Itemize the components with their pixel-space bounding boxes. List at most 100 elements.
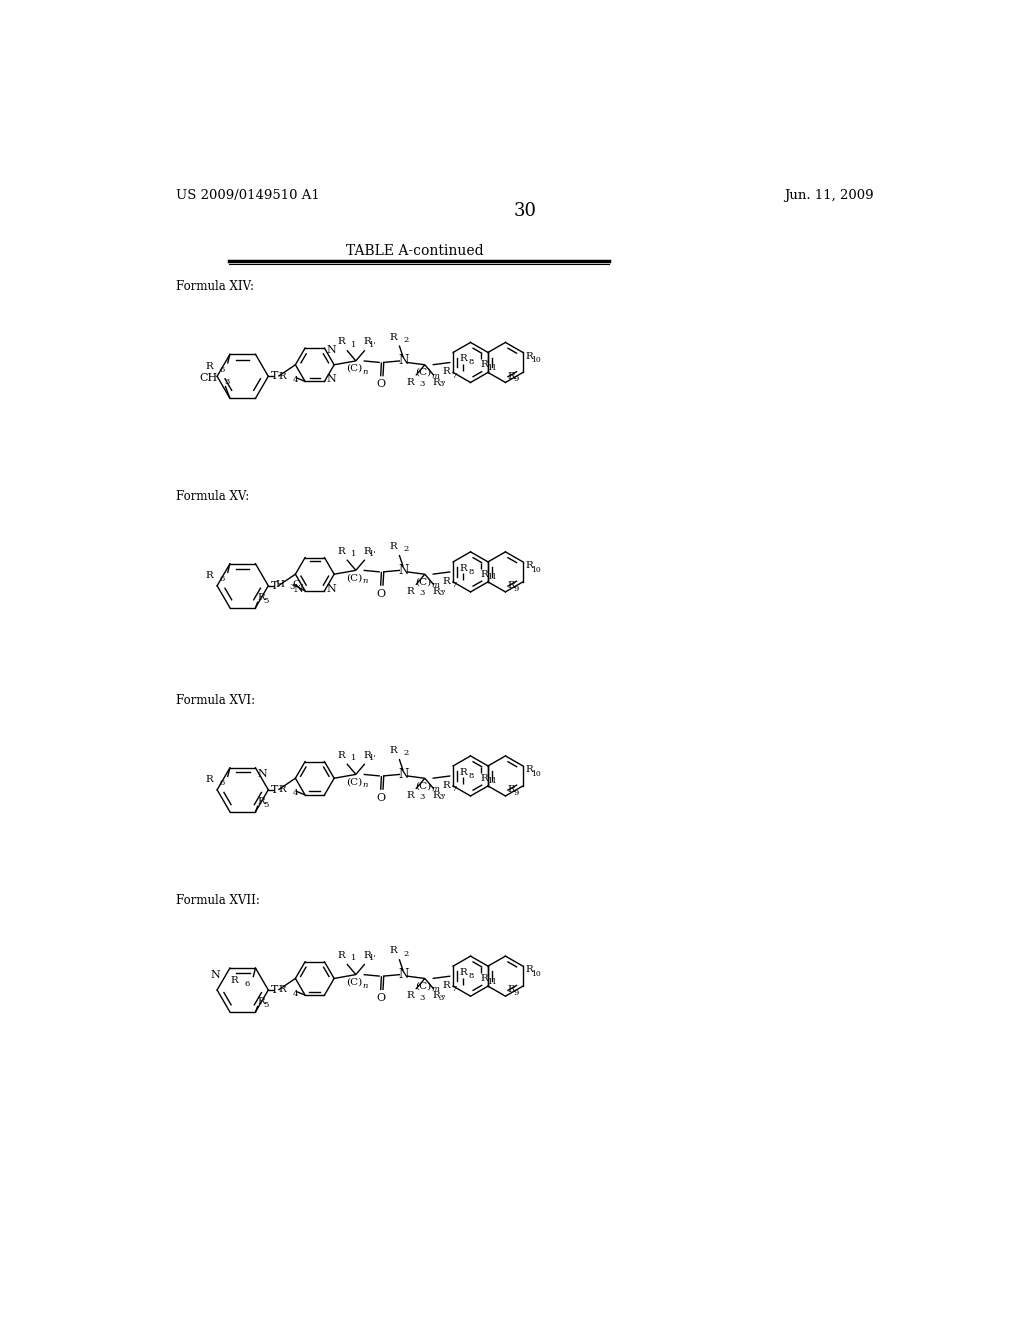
Text: 3': 3' — [438, 380, 446, 388]
Text: R: R — [205, 775, 213, 784]
Text: (C): (C) — [415, 368, 431, 376]
Text: 6: 6 — [219, 576, 224, 583]
Text: R: R — [481, 360, 488, 370]
Text: 4: 4 — [293, 376, 298, 384]
Text: 10: 10 — [531, 970, 541, 978]
Text: T: T — [270, 371, 279, 381]
Text: 4: 4 — [293, 789, 298, 797]
Text: 3': 3' — [438, 793, 446, 801]
Text: 3': 3' — [438, 590, 446, 598]
Text: R: R — [390, 333, 397, 342]
Text: 11: 11 — [487, 364, 497, 372]
Text: n: n — [362, 982, 369, 990]
Text: 1': 1' — [370, 754, 377, 762]
Text: 7: 7 — [452, 581, 457, 589]
Text: R: R — [258, 797, 265, 805]
Text: R: R — [481, 974, 488, 983]
Text: N: N — [211, 969, 220, 979]
Text: R: R — [338, 338, 345, 346]
Text: R: R — [481, 570, 488, 578]
Text: 1': 1' — [370, 954, 377, 962]
Text: 9: 9 — [513, 585, 518, 593]
Text: N: N — [398, 968, 409, 981]
Text: (C): (C) — [346, 573, 362, 582]
Text: 3: 3 — [420, 380, 425, 388]
Text: R: R — [481, 774, 488, 783]
Text: 3': 3' — [438, 994, 446, 1002]
Text: R: R — [442, 577, 450, 586]
Text: R: R — [460, 768, 467, 776]
Text: R: R — [407, 378, 415, 387]
Text: 9: 9 — [513, 989, 518, 997]
Text: R: R — [508, 372, 515, 380]
Text: R: R — [338, 751, 345, 760]
Text: R: R — [525, 766, 532, 775]
Text: R: R — [390, 543, 397, 552]
Text: m: m — [432, 372, 439, 380]
Text: H: H — [275, 581, 285, 589]
Text: R: R — [279, 371, 287, 380]
Text: R: R — [338, 952, 345, 960]
Text: 1: 1 — [351, 550, 356, 558]
Text: 11: 11 — [487, 978, 497, 986]
Text: 5: 5 — [263, 801, 268, 809]
Text: 1': 1' — [370, 341, 377, 348]
Text: R: R — [508, 986, 515, 994]
Text: (C): (C) — [346, 777, 362, 787]
Text: T: T — [270, 581, 279, 591]
Text: R: R — [390, 946, 397, 956]
Text: 9: 9 — [513, 789, 518, 797]
Text: N: N — [398, 354, 409, 367]
Text: R: R — [364, 952, 371, 960]
Text: 7: 7 — [452, 985, 457, 993]
Text: O: O — [377, 793, 386, 803]
Text: 8: 8 — [469, 358, 474, 367]
Text: R: R — [525, 352, 532, 360]
Text: C: C — [293, 581, 301, 589]
Text: R: R — [279, 785, 287, 795]
Text: R: R — [364, 546, 371, 556]
Text: R: R — [432, 791, 440, 800]
Text: R: R — [508, 581, 515, 590]
Text: n: n — [362, 577, 369, 585]
Text: n: n — [362, 781, 369, 789]
Text: R: R — [432, 378, 440, 387]
Text: R: R — [460, 564, 467, 573]
Text: 1: 1 — [351, 754, 356, 762]
Text: R: R — [364, 338, 371, 346]
Text: 2: 2 — [403, 750, 409, 758]
Text: O: O — [377, 589, 386, 599]
Text: 11: 11 — [487, 573, 497, 581]
Text: n: n — [362, 368, 369, 376]
Text: CH: CH — [200, 374, 217, 383]
Text: N: N — [257, 770, 267, 779]
Text: 10: 10 — [531, 356, 541, 364]
Text: m: m — [432, 581, 439, 589]
Text: Formula XV:: Formula XV: — [176, 490, 249, 503]
Text: US 2009/0149510 A1: US 2009/0149510 A1 — [176, 189, 319, 202]
Text: 5: 5 — [263, 597, 268, 605]
Text: N: N — [326, 346, 336, 355]
Text: R: R — [205, 572, 213, 581]
Text: 11: 11 — [487, 777, 497, 785]
Text: R: R — [230, 975, 239, 985]
Text: R: R — [407, 587, 415, 597]
Text: Formula XIV:: Formula XIV: — [176, 280, 254, 293]
Text: 1': 1' — [370, 550, 377, 558]
Text: N: N — [398, 564, 409, 577]
Text: 10: 10 — [531, 770, 541, 777]
Text: 8: 8 — [469, 568, 474, 576]
Text: 2: 2 — [403, 337, 409, 345]
Text: 7: 7 — [452, 785, 457, 793]
Text: R: R — [460, 968, 467, 977]
Text: (C): (C) — [346, 978, 362, 986]
Text: (C): (C) — [346, 364, 362, 374]
Text: (C): (C) — [415, 781, 431, 791]
Text: 6: 6 — [245, 979, 250, 987]
Text: R: R — [432, 991, 440, 1001]
Text: 9: 9 — [513, 375, 518, 383]
Text: O: O — [377, 993, 386, 1003]
Text: N: N — [326, 374, 336, 384]
Text: 6: 6 — [219, 366, 224, 374]
Text: (C): (C) — [415, 577, 431, 586]
